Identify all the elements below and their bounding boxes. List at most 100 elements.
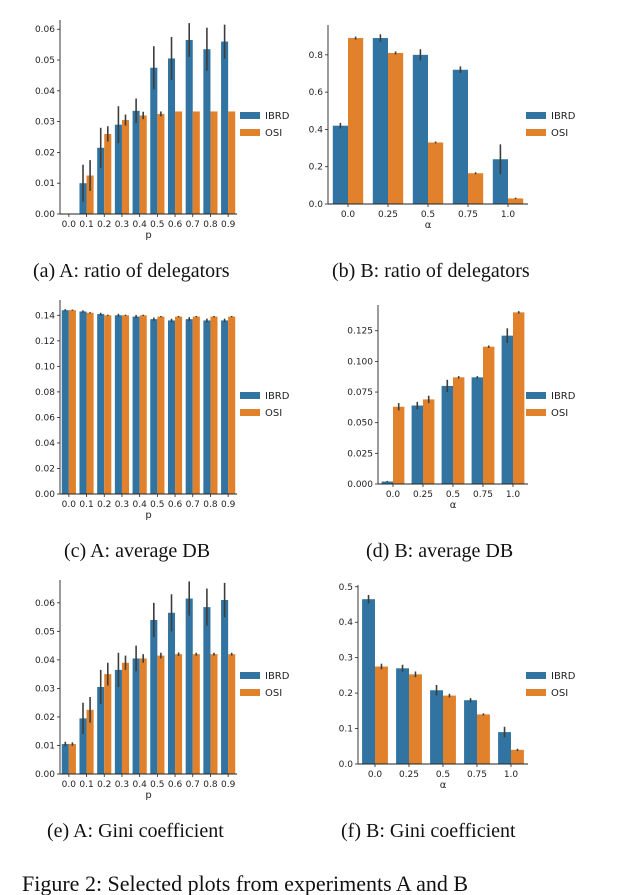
bar-ibrd-9 <box>221 41 229 215</box>
x-axis-label: α <box>425 220 432 231</box>
chart-panel-5: 0.0 0.1 0.2 0.3 0.4 0.5 0.0 0.25 0.5 0.75 1.0 α IBRD… <box>339 583 576 791</box>
caption-f: (f) B: Gini coefficient <box>341 820 516 842</box>
x-tick-label: 0.0 <box>341 210 356 220</box>
caption-c: (c) A: average DB <box>64 540 210 562</box>
caption-b: (b) B: ratio of delegators <box>332 260 530 282</box>
chart-panel-1: 0.0 0.2 0.4 0.6 0.8 0.0 0.25 0.5 0.75 1.0 α IBRD OSI <box>309 25 576 231</box>
y-tick-label: 0.12 <box>35 337 55 347</box>
x-tick-label: 0.0 <box>386 490 401 500</box>
x-tick-label: 0.75 <box>467 770 487 780</box>
x-tick-label: 0.4 <box>132 500 147 510</box>
x-tick-label: 0.5 <box>150 780 164 790</box>
bar-osi-5 <box>157 113 165 214</box>
bar-ibrd-0 <box>332 125 348 204</box>
x-tick-label: 0.8 <box>203 780 218 790</box>
bar-osi-4 <box>139 315 147 494</box>
legend-swatch-ibrd <box>240 392 260 399</box>
bar-ibrd-4 <box>501 335 513 484</box>
caption-d: (d) B: average DB <box>366 540 513 562</box>
bar-ibrd-4 <box>132 316 140 494</box>
bar-osi-6 <box>175 316 183 494</box>
x-tick-label: 0.0 <box>368 770 383 780</box>
x-tick-label: 0.5 <box>421 210 435 220</box>
x-tick-label: 0.7 <box>186 780 200 790</box>
legend-label-osi: OSI <box>265 408 282 419</box>
legend-label-ibrd: IBRD <box>551 111 576 122</box>
x-tick-label: 0.9 <box>221 500 236 510</box>
x-tick-label: 0.2 <box>97 500 111 510</box>
y-tick-label: 0.04 <box>35 87 55 97</box>
bar-osi-4 <box>513 312 525 484</box>
bar-ibrd-4 <box>132 658 140 774</box>
y-tick-label: 0.4 <box>309 125 324 135</box>
x-tick-label: 0.3 <box>115 780 129 790</box>
bar-osi-2 <box>453 377 465 484</box>
bar-ibrd-2 <box>412 54 428 204</box>
bar-osi-4 <box>139 658 147 774</box>
bar-osi-2 <box>104 315 112 494</box>
x-tick-label: 0.75 <box>473 490 493 500</box>
bar-osi-7 <box>192 316 200 494</box>
legend-label-osi: OSI <box>551 408 568 419</box>
bar-ibrd-4 <box>498 732 511 764</box>
bar-ibrd-3 <box>114 669 122 774</box>
x-tick-label: 0.0 <box>62 220 77 230</box>
bar-osi-1 <box>86 709 94 774</box>
bar-ibrd-0 <box>381 481 393 484</box>
y-tick-label: 0.075 <box>347 388 373 398</box>
bar-osi-8 <box>210 316 218 494</box>
bar-osi-4 <box>139 115 147 214</box>
x-axis-label: α <box>450 500 457 511</box>
y-tick-label: 0.00 <box>35 210 55 220</box>
chart-panel-4: 0.00 0.01 0.02 0.03 0.04 0.05 0.06 0.0 0.1 0.2 0.3… <box>35 580 290 801</box>
x-tick-label: 0.5 <box>436 770 450 780</box>
bar-ibrd-8 <box>203 607 211 774</box>
y-tick-label: 0.0 <box>309 200 324 210</box>
y-tick-label: 0.03 <box>35 118 55 128</box>
bar-ibrd-9 <box>221 599 229 774</box>
y-tick-label: 0.00 <box>35 770 55 780</box>
bar-ibrd-3 <box>114 315 122 494</box>
y-tick-label: 0.5 <box>339 583 353 593</box>
y-tick-label: 0.3 <box>339 654 353 664</box>
bar-ibrd-7 <box>185 598 193 774</box>
bar-ibrd-1 <box>79 718 87 774</box>
bar-osi-5 <box>157 655 165 774</box>
bar-osi-7 <box>192 654 200 774</box>
bar-osi-3 <box>121 315 130 494</box>
y-tick-label: 0.00 <box>35 490 55 500</box>
bar-ibrd-2 <box>97 314 105 494</box>
bar-osi-6 <box>175 111 183 214</box>
x-tick-label: 0.0 <box>62 500 77 510</box>
x-tick-label: 0.5 <box>150 220 164 230</box>
legend-swatch-ibrd <box>526 112 546 119</box>
y-tick-label: 0.100 <box>347 357 373 367</box>
bar-ibrd-5 <box>150 619 158 774</box>
caption-a: (a) A: ratio of delegators <box>33 260 230 282</box>
x-tick-label: 0.9 <box>221 220 236 230</box>
bar-osi-2 <box>104 674 112 774</box>
x-tick-label: 0.4 <box>132 220 147 230</box>
x-tick-label: 1.0 <box>506 490 521 500</box>
bar-osi-4 <box>511 749 524 764</box>
bar-ibrd-2 <box>97 147 105 214</box>
x-tick-label: 0.5 <box>150 500 164 510</box>
bar-ibrd-2 <box>430 690 443 764</box>
legend-label-osi: OSI <box>551 688 568 699</box>
bar-osi-0 <box>68 310 76 494</box>
y-tick-label: 0.06 <box>35 25 55 35</box>
bar-ibrd-3 <box>452 69 468 204</box>
x-tick-label: 0.1 <box>79 220 93 230</box>
x-tick-label: 0.7 <box>186 220 200 230</box>
bar-osi-0 <box>375 666 388 764</box>
legend-swatch-osi <box>526 689 546 696</box>
x-tick-label: 0.25 <box>399 770 419 780</box>
legend-swatch-osi <box>526 409 546 416</box>
y-tick-label: 0.04 <box>35 439 55 449</box>
bar-osi-0 <box>68 744 76 774</box>
x-tick-label: 1.0 <box>504 770 519 780</box>
y-tick-label: 0.10 <box>35 362 55 372</box>
bar-osi-1 <box>409 674 422 764</box>
x-tick-label: 0.3 <box>115 220 129 230</box>
bar-ibrd-4 <box>132 110 140 214</box>
